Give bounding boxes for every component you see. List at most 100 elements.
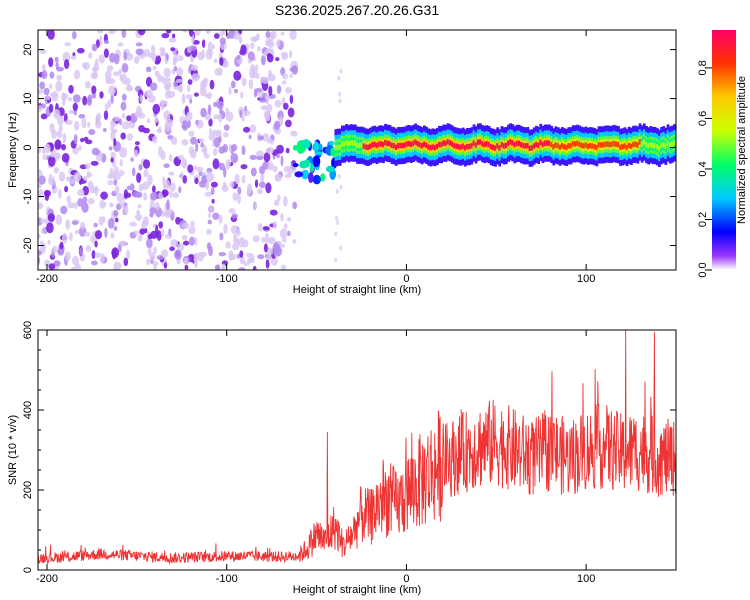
noise-blob [186,111,193,121]
noise-blob [48,263,56,270]
noise-blob [129,221,137,227]
noise-blob [86,96,92,106]
noise-blob [253,202,258,210]
onset-blob [314,151,323,156]
spectrogram-x-axis: -200 -100 0 100 [36,30,595,285]
noise-blob [41,69,48,80]
noise-blob [109,202,114,208]
noise-blob [126,133,133,141]
noise-blob [117,42,124,47]
noise-blob [136,172,142,183]
noise-blob [267,161,274,171]
noise-blob [228,86,232,96]
noise-blob [82,196,88,204]
noise-blob [146,238,153,249]
noise-blob [61,232,68,244]
noise-blob [195,142,199,152]
trace-cell [619,144,622,150]
noise-blob [283,102,289,110]
noise-blob [212,158,220,170]
noise-blob [231,144,238,152]
noise-blob [68,109,76,114]
noise-blob [276,39,281,47]
snr-y-tick-label: 0 [22,567,34,573]
noise-blob [98,216,104,226]
noise-blob [123,257,129,267]
noise-blob [85,245,92,252]
noise-blob [168,228,172,236]
noise-blob [113,210,119,217]
noise-blob [289,73,293,79]
noise-blob [121,30,127,38]
trace-cell [578,141,581,147]
noise-blob [207,104,212,115]
noise-blob [136,209,141,216]
snr-y-axis: 0 200 400 600 [22,321,676,573]
noise-blob [181,139,189,146]
noise-blob [222,143,228,153]
noise-blob [248,134,252,140]
noise-blob [146,118,151,124]
trace-cell [498,145,502,151]
trace-cell [550,141,553,148]
noise-blob [255,64,259,73]
trace-cell [463,145,467,151]
noise-blob [250,42,255,49]
trace-cell [569,143,573,149]
noise-blob [69,178,76,185]
noise-blob [39,218,48,224]
trace-cell [379,141,383,147]
noise-blob [209,206,215,212]
noise-blob [256,72,260,80]
noise-blob [241,175,246,184]
noise-blob [73,171,82,182]
noise-blob [94,252,102,258]
noise-blob [116,192,123,203]
noise-blob [206,171,214,183]
trace-cell [427,144,431,150]
noise-blob [63,59,70,70]
trace-cell [496,143,500,149]
trace-cell [610,141,614,147]
noise-blob [189,236,195,246]
colorbar-ticks: 0.0 0.2 0.4 0.6 0.8 [697,60,712,278]
noise-blob [241,77,247,87]
noise-blob [154,116,159,123]
noise-blob [176,67,184,77]
noise-blob [181,158,188,169]
noise-blob [289,50,293,59]
noise-blob [119,147,128,158]
noise-blob [218,252,227,257]
noise-blob [55,80,63,92]
trace-cell [362,143,366,149]
trace-cell [474,142,478,148]
noise-blob [253,88,258,98]
noise-blob [226,32,231,40]
noise-blob [116,203,122,211]
noise-blob [194,177,199,185]
spectrogram-frame [37,29,677,271]
noise-blob [152,135,158,144]
noise-blob [146,66,152,73]
noise-blob [163,262,168,269]
noise-blob [137,30,146,36]
trace-cell [649,142,653,148]
noise-blob [120,132,126,140]
noise-blob [206,242,212,251]
noise-blob [257,46,261,52]
trace-cell [530,145,534,151]
noise-blob [49,83,53,90]
noise-blob [292,201,298,210]
trace-cell [461,143,465,149]
noise-blob [49,71,55,79]
noise-blob [136,191,143,198]
noise-blob [113,116,120,122]
noise-blob [66,195,71,204]
noise-blob [191,73,200,82]
noise-blob [158,126,162,134]
noise-blob [263,152,271,163]
trace-cell [671,141,674,147]
noise-blob [266,247,274,256]
trace-cell [571,141,575,147]
trace-cell [334,145,338,151]
